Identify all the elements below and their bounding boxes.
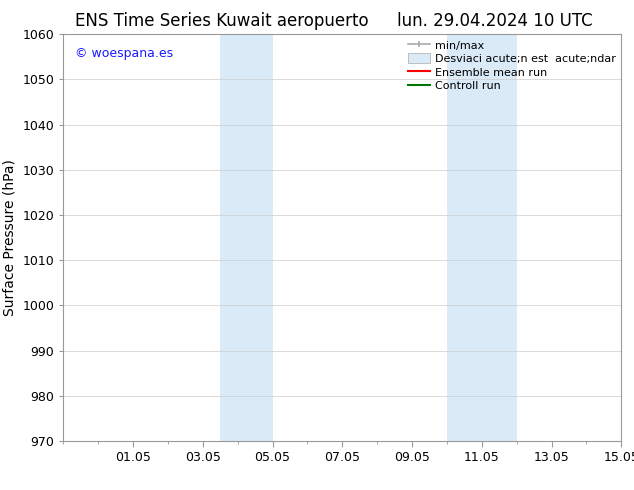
- Text: lun. 29.04.2024 10 UTC: lun. 29.04.2024 10 UTC: [397, 12, 592, 30]
- Bar: [447, 34, 517, 441]
- Y-axis label: Surface Pressure (hPa): Surface Pressure (hPa): [3, 159, 17, 316]
- Legend: min/max, Desviaci acute;n est  acute;ndar, Ensemble mean run, Controll run: min/max, Desviaci acute;n est acute;ndar…: [406, 38, 618, 94]
- Text: ENS Time Series Kuwait aeropuerto: ENS Time Series Kuwait aeropuerto: [75, 12, 369, 30]
- Bar: [221, 34, 273, 441]
- Text: © woespana.es: © woespana.es: [75, 47, 172, 59]
